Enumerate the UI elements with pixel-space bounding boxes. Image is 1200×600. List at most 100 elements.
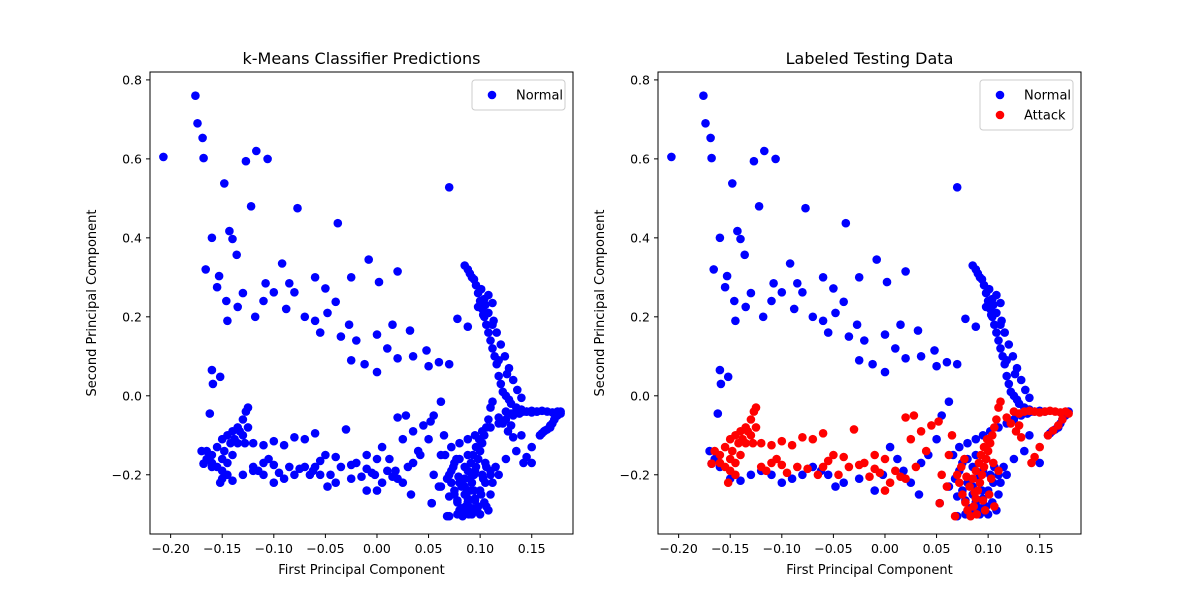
point-normal <box>208 379 218 389</box>
point-normal <box>215 372 225 382</box>
point-normal <box>462 488 472 497</box>
point-normal <box>463 322 473 332</box>
point-normal <box>331 478 341 488</box>
point-normal <box>240 438 250 448</box>
legend-label-normal: Normal <box>1024 89 1071 104</box>
point-normal <box>434 357 444 367</box>
point-normal <box>901 267 910 276</box>
x-tick-label: −0.05 <box>306 541 344 556</box>
point-normal <box>984 284 994 294</box>
point-attack <box>808 434 818 444</box>
point-attack <box>996 397 1005 407</box>
point-normal <box>214 271 224 281</box>
point-attack <box>978 496 988 505</box>
point-normal <box>248 438 258 448</box>
point-normal <box>408 427 418 436</box>
point-normal <box>930 346 939 355</box>
point-attack <box>911 462 921 472</box>
point-attack <box>909 411 919 420</box>
point-normal <box>442 511 452 521</box>
point-normal <box>793 279 802 288</box>
point-normal <box>952 359 962 369</box>
point-normal <box>362 450 372 460</box>
point-attack <box>787 440 797 450</box>
point-normal <box>1002 371 1011 381</box>
point-attack <box>834 470 843 480</box>
point-normal <box>1006 387 1016 397</box>
point-normal <box>944 397 954 407</box>
point-normal <box>789 304 799 314</box>
point-normal <box>279 474 289 484</box>
point-normal <box>449 462 458 472</box>
point-attack <box>738 434 747 444</box>
point-normal <box>269 436 279 446</box>
point-normal <box>426 417 435 426</box>
point-normal <box>798 288 807 297</box>
point-normal <box>1025 393 1034 403</box>
point-normal <box>942 357 952 367</box>
point-normal <box>740 250 749 260</box>
point-normal <box>388 472 397 482</box>
point-normal <box>1004 379 1014 389</box>
point-normal <box>736 234 745 244</box>
point-normal <box>470 496 480 505</box>
point-attack <box>1035 442 1044 452</box>
x-tick-label: 0.10 <box>466 541 494 556</box>
point-normal <box>489 316 498 326</box>
point-normal <box>1025 431 1034 440</box>
point-normal <box>457 482 466 491</box>
point-normal <box>429 470 439 480</box>
point-attack <box>935 498 944 508</box>
point-normal <box>1002 470 1011 480</box>
x-axis-label: First Principal Component <box>786 563 953 578</box>
point-attack <box>970 488 979 497</box>
point-normal <box>398 434 408 444</box>
point-normal <box>494 356 504 365</box>
point-normal <box>207 365 217 375</box>
point-normal <box>971 434 981 444</box>
point-normal <box>427 498 437 508</box>
y-tick-label: 0.6 <box>122 151 142 166</box>
point-normal <box>159 152 168 162</box>
point-normal <box>508 375 518 385</box>
point-normal <box>868 359 877 369</box>
point-normal <box>468 450 478 460</box>
point-normal <box>494 470 504 480</box>
point-normal <box>401 411 411 420</box>
point-normal <box>344 320 354 330</box>
point-normal <box>269 460 279 470</box>
point-normal <box>323 308 332 318</box>
point-normal <box>217 454 227 464</box>
point-normal <box>952 183 962 192</box>
point-normal <box>393 413 402 422</box>
point-normal <box>482 320 491 330</box>
point-normal <box>986 310 996 320</box>
point-normal <box>454 472 463 482</box>
point-normal <box>716 379 726 389</box>
point-attack <box>974 458 984 468</box>
point-attack <box>944 450 954 460</box>
point-normal <box>228 234 237 244</box>
point-normal <box>198 133 207 143</box>
point-attack <box>891 466 900 476</box>
point-normal <box>232 250 241 260</box>
point-attack <box>979 442 989 452</box>
point-normal <box>207 450 217 460</box>
point-normal <box>517 393 526 403</box>
point-normal <box>880 330 890 339</box>
point-normal <box>222 296 231 306</box>
point-normal <box>699 91 708 100</box>
point-normal <box>754 202 764 211</box>
point-normal <box>264 454 273 464</box>
point-normal <box>508 433 518 442</box>
point-normal <box>205 409 215 418</box>
legend-box <box>471 79 566 111</box>
point-attack <box>849 425 859 434</box>
point-normal <box>352 336 361 345</box>
point-normal <box>990 320 999 330</box>
point-normal <box>486 490 495 499</box>
point-normal <box>484 328 493 337</box>
point-normal <box>419 421 428 430</box>
point-normal <box>713 409 723 418</box>
point-normal <box>326 470 335 480</box>
